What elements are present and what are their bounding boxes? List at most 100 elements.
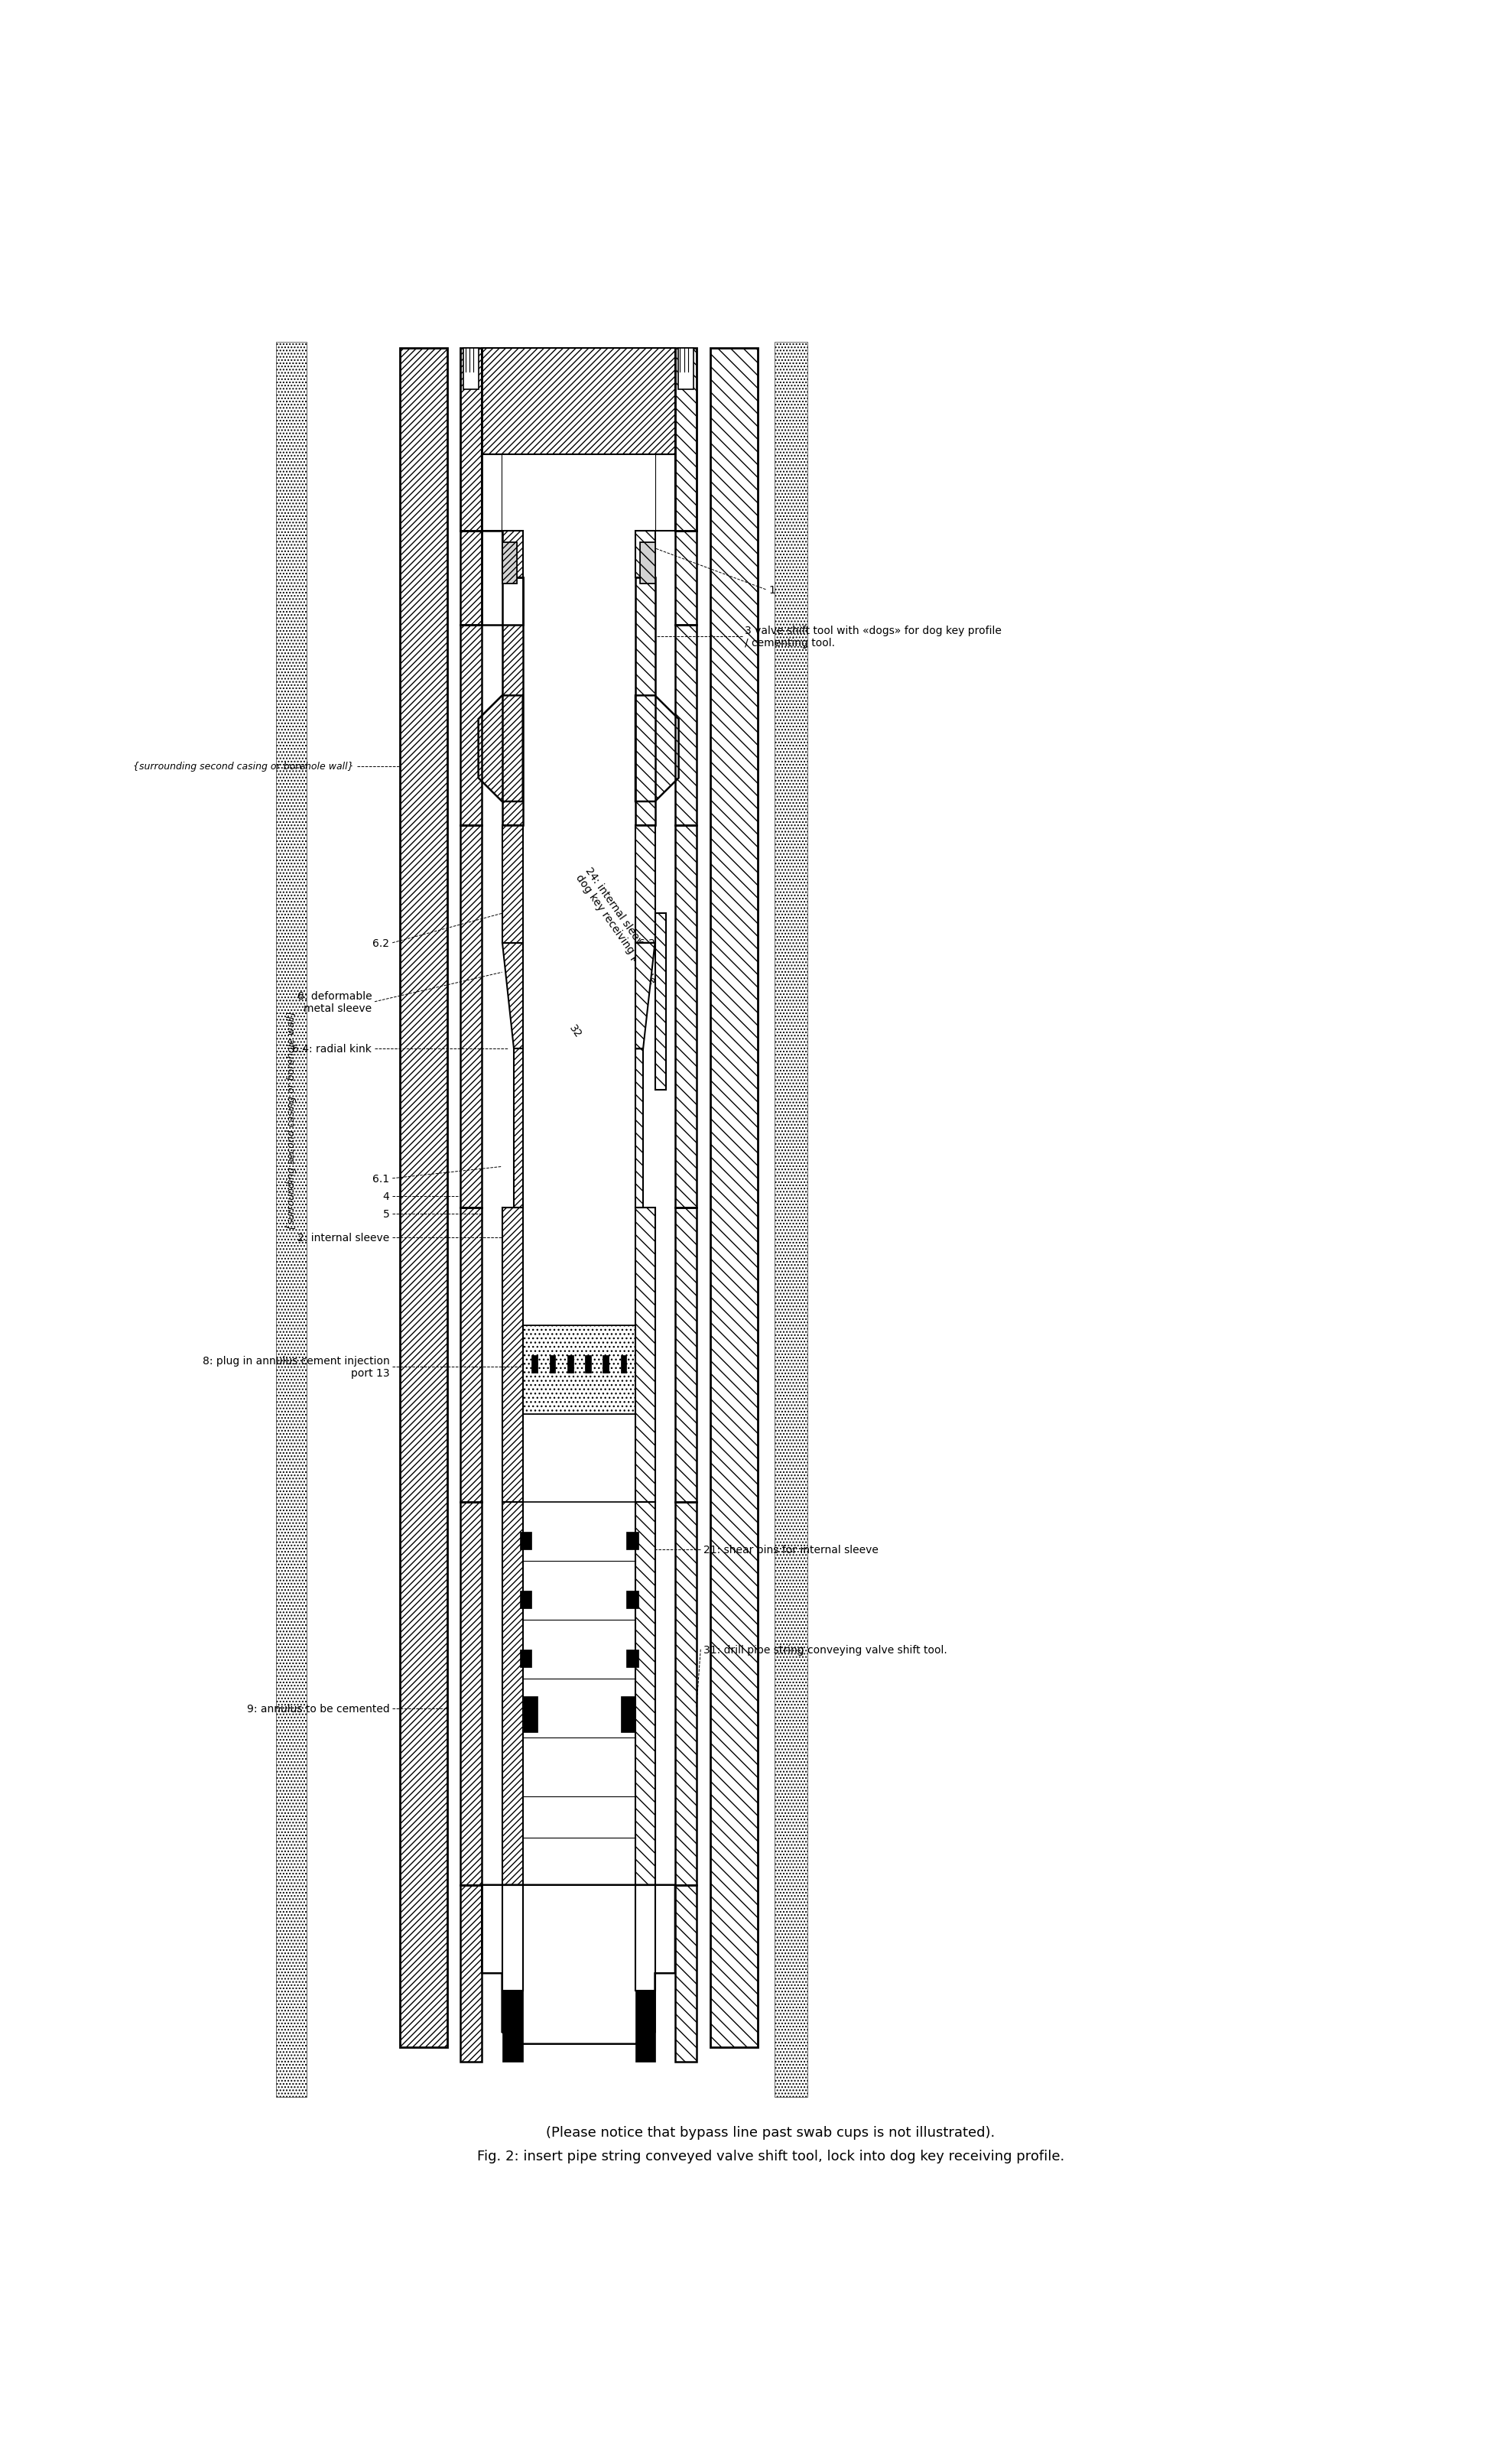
Bar [502, 542, 517, 584]
Text: 1: 1 [769, 584, 776, 596]
Bar [481, 456, 502, 532]
Polygon shape [481, 1885, 675, 2045]
Bar [678, 350, 693, 389]
Bar [481, 626, 502, 825]
Bar [502, 579, 523, 825]
Bar [635, 825, 654, 944]
Bar [585, 1355, 591, 1372]
Bar [675, 1207, 696, 1503]
Bar [481, 350, 675, 456]
Bar [675, 1503, 696, 1885]
Bar [523, 1503, 635, 1885]
Bar [502, 825, 523, 944]
Bar [514, 1050, 523, 1207]
Text: 6.1: 6.1 [373, 1173, 390, 1185]
Bar [635, 1991, 654, 2062]
Bar [502, 532, 523, 579]
Bar [654, 456, 675, 532]
Bar [654, 914, 666, 1092]
Bar [460, 350, 481, 532]
Bar [523, 1326, 635, 1414]
Bar [711, 350, 758, 2048]
Bar [460, 1885, 481, 2062]
Text: 6.2: 6.2 [373, 939, 390, 949]
Bar [532, 1355, 537, 1372]
Bar [523, 1885, 635, 1991]
Bar [400, 350, 447, 2048]
Bar [460, 626, 481, 825]
Bar [627, 1592, 638, 1609]
Bar [460, 1207, 481, 1503]
Bar [627, 1648, 638, 1668]
Bar [520, 1533, 532, 1550]
Polygon shape [460, 532, 523, 626]
Bar [775, 342, 808, 2097]
Bar [502, 532, 523, 579]
Text: 2: internal sleeve: 2: internal sleeve [298, 1232, 390, 1242]
Bar [635, 825, 654, 944]
Bar [502, 1991, 523, 2062]
Bar [447, 350, 460, 2048]
Bar [481, 350, 675, 456]
Bar [460, 1503, 481, 1885]
Bar [523, 579, 635, 825]
Bar [567, 1355, 573, 1372]
Bar [675, 825, 696, 1207]
Bar [549, 1355, 555, 1372]
Text: 3 valve shift tool with «dogs» for dog key profile
/ cementing tool.: 3 valve shift tool with «dogs» for dog k… [744, 626, 1002, 648]
Bar [275, 342, 307, 2097]
Polygon shape [635, 695, 678, 801]
Bar [675, 825, 696, 1207]
Bar [675, 532, 696, 626]
Text: Fig. 2: insert pipe string conveyed valve shift tool, lock into dog key receivin: Fig. 2: insert pipe string conveyed valv… [477, 2149, 1065, 2163]
Bar [635, 1885, 654, 1991]
Bar [460, 626, 481, 825]
Bar [523, 1698, 537, 1732]
Bar [675, 1885, 696, 2062]
Bar [603, 1355, 609, 1372]
Bar [502, 1503, 523, 1885]
Bar [523, 825, 635, 1207]
Bar [635, 1207, 654, 1503]
Bar [635, 1503, 654, 1885]
Bar [621, 1698, 635, 1732]
Bar [675, 1885, 696, 2062]
Bar [635, 532, 654, 579]
Bar [460, 825, 481, 1207]
Bar [502, 1885, 523, 1991]
Bar [523, 1414, 635, 1503]
Bar [635, 1885, 654, 1991]
Polygon shape [478, 695, 523, 801]
Text: {surrounding second casing or borehole wall}: {surrounding second casing or borehole w… [287, 1010, 296, 1230]
Text: 6.4: radial kink: 6.4: radial kink [292, 1045, 371, 1055]
Text: 31: drill pipe string conveying valve shift tool.: 31: drill pipe string conveying valve sh… [704, 1643, 948, 1656]
Bar [621, 1355, 627, 1372]
Bar [635, 1050, 644, 1207]
Bar [463, 350, 478, 389]
Text: 9: annulus to be cemented: 9: annulus to be cemented [247, 1703, 390, 1715]
Text: 24: internal sleeve
dog key receiving profile: 24: internal sleeve dog key receiving pr… [573, 865, 668, 986]
Bar [675, 626, 696, 825]
Bar [641, 542, 654, 584]
Bar [502, 1207, 523, 1503]
Bar [635, 1207, 654, 1503]
Bar [460, 532, 481, 626]
Bar [635, 1503, 654, 1885]
Text: 21: shear pins for internal sleeve: 21: shear pins for internal sleeve [704, 1545, 878, 1555]
Bar [502, 579, 523, 825]
Bar [523, 1207, 635, 1326]
Bar [675, 1503, 696, 1885]
Bar [502, 1503, 523, 1885]
Text: 4: 4 [384, 1190, 390, 1202]
Bar [460, 1503, 481, 1885]
Text: 8: plug in annulus cement injection
port 13: 8: plug in annulus cement injection port… [203, 1355, 390, 1377]
Bar [502, 456, 654, 532]
Bar [675, 626, 696, 825]
Bar [635, 532, 654, 579]
Bar [502, 542, 517, 584]
Text: 5: 5 [384, 1210, 390, 1220]
Bar [654, 626, 675, 825]
Bar [675, 1207, 696, 1503]
Bar [520, 1648, 532, 1668]
Bar [460, 532, 481, 626]
